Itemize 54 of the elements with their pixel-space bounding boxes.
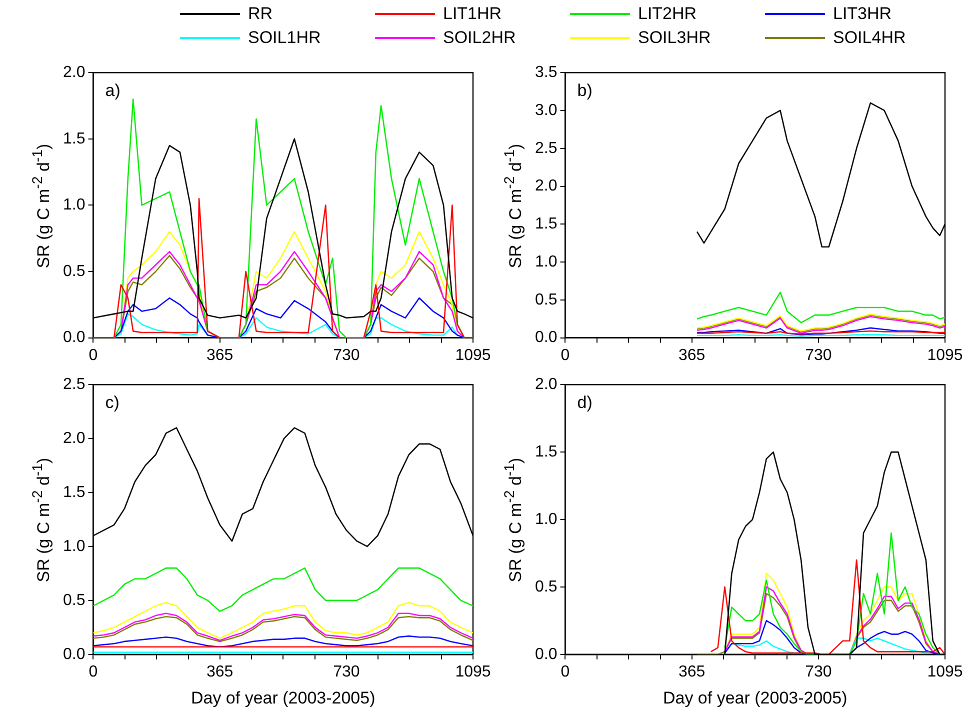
x-tick-label: 365	[206, 346, 234, 364]
x-tick-label: 730	[333, 346, 360, 364]
x-tick-label: 730	[333, 663, 360, 680]
legend-label: SOIL2HR	[443, 28, 516, 48]
y-tick-label: 2.0	[62, 64, 86, 82]
x-tick-label: 1095	[455, 663, 491, 680]
x-tick-label: 0	[88, 346, 98, 364]
x-tick-label: 1095	[927, 346, 963, 364]
y-tick-label: 0.0	[62, 646, 86, 663]
y-tick-label: 1.0	[62, 538, 86, 555]
y-tick-label: 1.0	[534, 253, 558, 270]
legend-label: SOIL3HR	[638, 28, 711, 48]
legend-label: LIT3HR	[833, 4, 892, 24]
annotation: a)	[105, 80, 120, 100]
x-tick-label: 730	[805, 663, 832, 680]
x-axis-title: Day of year (2003-2005)	[662, 688, 848, 708]
y-tick-label: 2.0	[534, 178, 558, 195]
y-tick-label: 2.5	[534, 140, 558, 157]
y-tick-label: 1.5	[62, 484, 86, 501]
y-tick-label: 2.5	[62, 376, 86, 394]
x-tick-label: 0	[88, 663, 98, 680]
y-tick-label: 0.0	[534, 329, 558, 346]
x-tick-label: 365	[678, 663, 706, 680]
y-tick-label: 2.0	[62, 430, 86, 447]
y-tick-label: 1.0	[62, 196, 86, 214]
y-tick-label: 0.5	[62, 262, 86, 280]
legend-label: LIT2HR	[638, 4, 697, 24]
annotation: c)	[105, 392, 120, 412]
legend-label: SOIL1HR	[248, 28, 321, 48]
annotation: b)	[577, 80, 592, 100]
y-tick-label: 0.5	[534, 291, 558, 308]
y-tick-label: 0.0	[62, 329, 86, 346]
y-tick-label: 0.0	[534, 646, 558, 663]
y-tick-label: 0.5	[62, 592, 86, 609]
x-tick-label: 730	[805, 346, 832, 364]
x-tick-label: 365	[678, 346, 706, 364]
x-tick-label: 0	[560, 663, 570, 680]
y-tick-label: 3.0	[534, 102, 558, 119]
y-tick-label: 1.0	[534, 510, 558, 528]
y-tick-label: 0.5	[534, 578, 558, 596]
x-tick-label: 365	[206, 663, 234, 680]
legend-label: SOIL4HR	[833, 28, 906, 48]
annotation: d)	[577, 392, 592, 412]
legend-label: LIT1HR	[443, 4, 502, 24]
y-tick-label: 3.5	[534, 64, 558, 82]
y-tick-label: 1.5	[534, 443, 558, 460]
x-tick-label: 1095	[455, 346, 491, 364]
y-tick-label: 1.5	[62, 130, 86, 148]
x-tick-label: 1095	[927, 663, 963, 680]
legend-label: RR	[248, 4, 273, 24]
y-tick-label: 2.0	[534, 376, 558, 394]
y-tick-label: 1.5	[534, 216, 558, 233]
x-tick-label: 0	[560, 346, 570, 364]
x-axis-title: Day of year (2003-2005)	[190, 688, 376, 708]
